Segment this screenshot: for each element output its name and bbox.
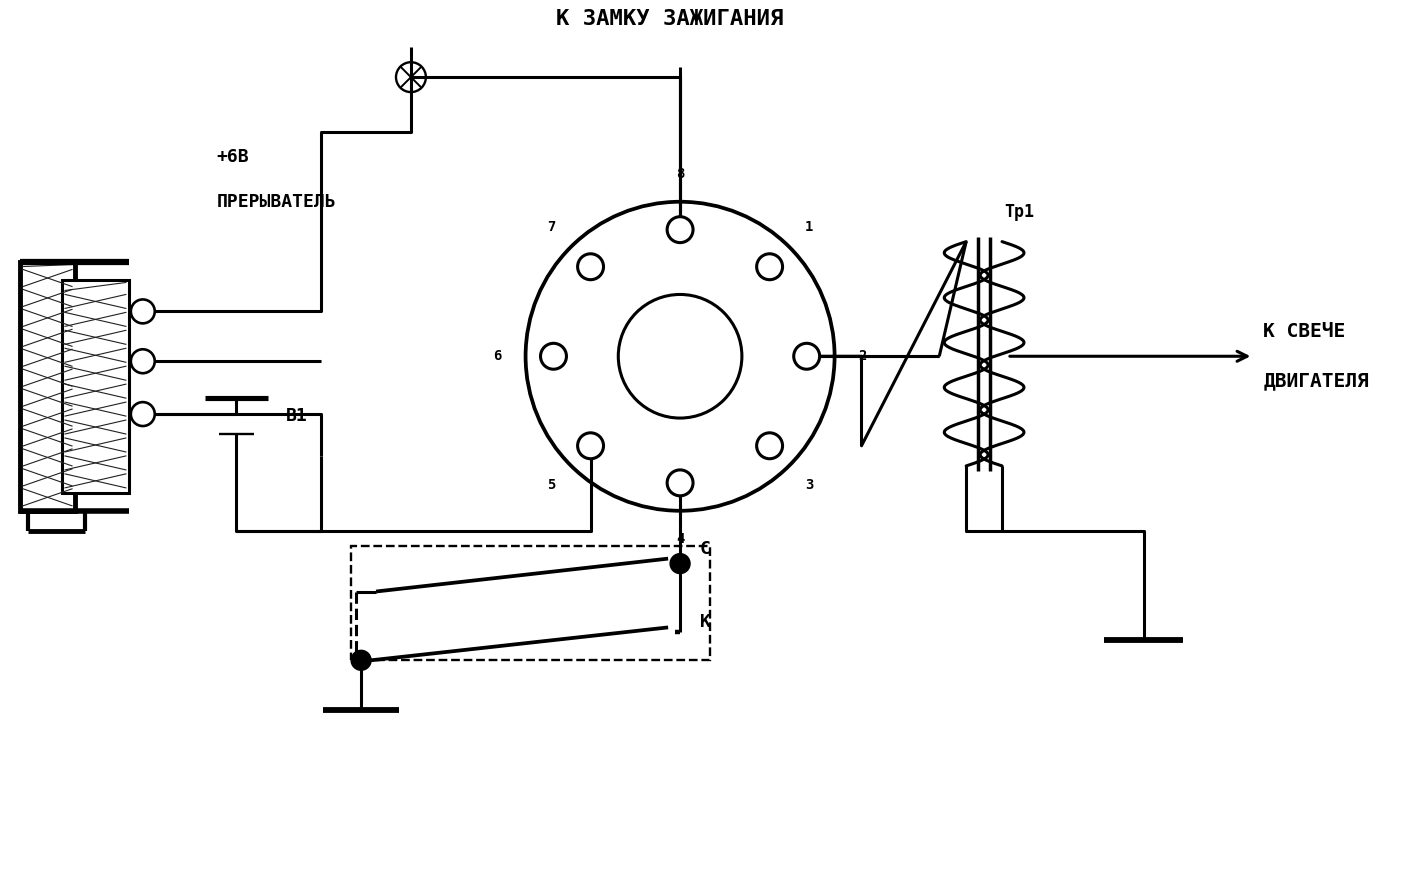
Text: 2: 2 xyxy=(858,350,867,364)
Text: К ЗАМКУ ЗАЖИГАНИЯ: К ЗАМКУ ЗАЖИГАНИЯ xyxy=(557,10,783,29)
Text: ПРЕРЫВАТЕЛЬ: ПРЕРЫВАТЕЛЬ xyxy=(216,193,337,211)
Bar xyxy=(351,546,710,661)
Text: 3: 3 xyxy=(805,478,813,492)
Circle shape xyxy=(132,350,154,373)
Text: ДВИГАТЕЛЯ: ДВИГАТЕЛЯ xyxy=(1263,371,1369,391)
Text: С: С xyxy=(700,540,711,558)
Text: 8: 8 xyxy=(676,166,684,180)
Text: 5: 5 xyxy=(547,478,556,492)
Text: В1: В1 xyxy=(287,407,308,425)
Bar xyxy=(62,279,129,493)
Text: 1: 1 xyxy=(805,220,813,234)
Text: 4: 4 xyxy=(676,532,684,546)
Text: К: К xyxy=(700,613,711,632)
Text: К СВЕЧЕ: К СВЕЧЕ xyxy=(1263,321,1346,341)
Circle shape xyxy=(351,650,370,670)
Text: Тр1: Тр1 xyxy=(1004,202,1034,221)
Circle shape xyxy=(132,300,154,323)
Circle shape xyxy=(670,554,690,574)
Text: 6: 6 xyxy=(493,350,502,364)
Text: 7: 7 xyxy=(547,220,556,234)
Text: +6В: +6В xyxy=(216,148,249,166)
Bar xyxy=(20,262,75,511)
Circle shape xyxy=(132,402,154,426)
